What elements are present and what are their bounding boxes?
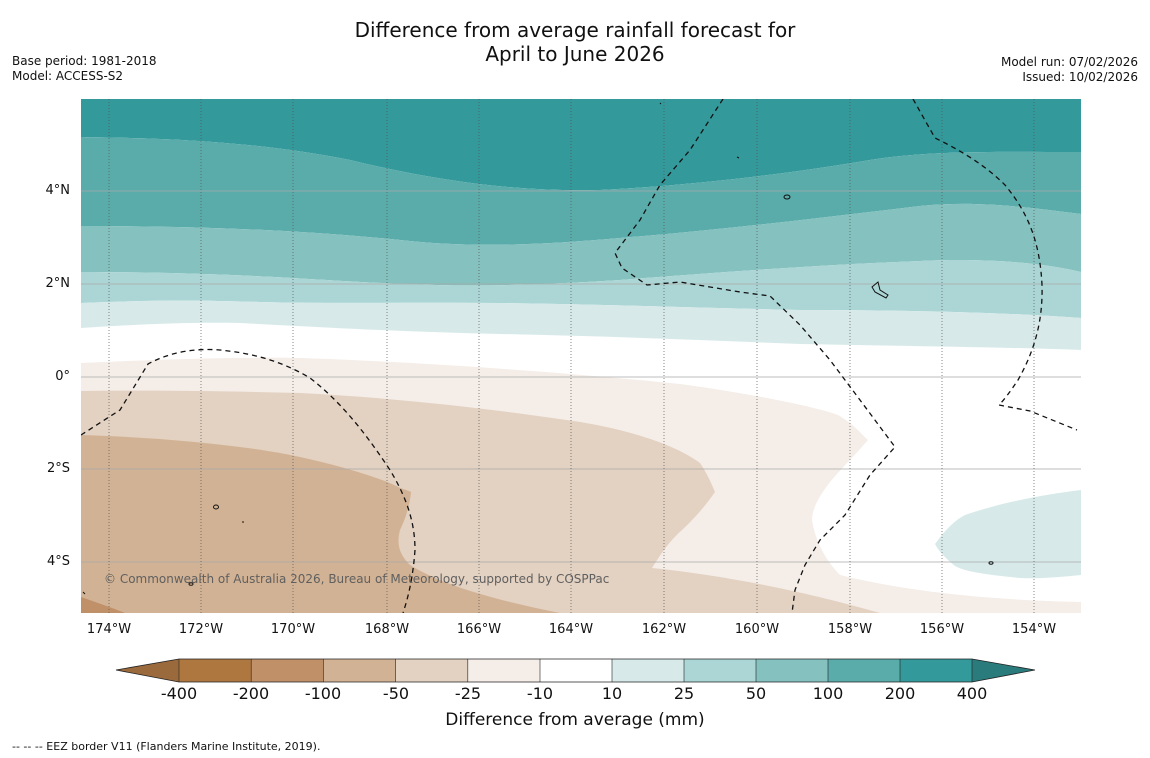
islet-6 [82, 591, 86, 595]
eez-borders [81, 99, 1078, 613]
lat-label-2n: 2°N [45, 276, 71, 291]
colorbar-tick-label: -200 [232, 684, 270, 703]
colorbar-segment [612, 659, 684, 682]
base-period: Base period: 1981-2018 [12, 54, 157, 68]
colorbar-title: Difference from average (mm) [445, 710, 705, 730]
lat-label-4s: 4°S [46, 554, 70, 569]
colorbar-tick-label: 50 [745, 684, 767, 703]
islet-1 [659, 102, 662, 105]
meta-right: Model run: 07/02/2026 Issued: 10/02/2026 [1001, 55, 1138, 85]
eez-footnote: -- -- -- EEZ border V11 (Flanders Marine… [12, 740, 321, 753]
colorbar-segment [179, 659, 252, 682]
lon-label-160w: 160°W [734, 622, 780, 637]
title-line-1: Difference from average rainfall forecas… [354, 18, 796, 42]
colorbar-segment [395, 659, 468, 682]
colorbar-tick-label: 400 [956, 684, 988, 703]
meta-left: Base period: 1981-2018 Model: ACCESS-S2 [12, 54, 157, 84]
lon-label-174w: 174°W [86, 622, 132, 637]
lon-label-168w: 168°W [364, 622, 410, 637]
colorbar-segment [828, 659, 900, 682]
lon-label-166w: 166°W [456, 622, 502, 637]
island-atoll [871, 281, 889, 299]
colorbar-tick-label: -400 [160, 684, 198, 703]
colorbar-extend-dry [116, 659, 179, 682]
colorbar-segment [323, 659, 396, 682]
colorbar-tick-label: -50 [382, 684, 410, 703]
colorbar-segment [684, 659, 756, 682]
colorbar-tick-label: -100 [304, 684, 342, 703]
chart-title: Difference from average rainfall forecas… [0, 18, 1150, 66]
colorbar-tick-label: 200 [884, 684, 916, 703]
colorbar-segment [756, 659, 828, 682]
lon-label-158w: 158°W [827, 622, 873, 637]
model-run: Model run: 07/02/2026 [1000, 55, 1138, 69]
band-minus100-minus200 [81, 597, 125, 613]
lon-label-172w: 172°W [178, 622, 224, 637]
band-minus50-minus100 [81, 435, 560, 613]
island-southwest [213, 504, 219, 510]
lat-label-2s: 2°S [46, 461, 70, 476]
lon-label-170w: 170°W [270, 622, 316, 637]
band-200-400 [81, 99, 1081, 191]
colorbar-segment [900, 659, 972, 682]
colorbar-tick-label: -10 [526, 684, 554, 703]
colorbar-extend-wet [972, 659, 1035, 682]
colorbar-segment [467, 659, 540, 682]
lon-label-164w: 164°W [548, 622, 594, 637]
eez-border-east [912, 99, 1078, 431]
title-line-2: April to June 2026 [485, 42, 665, 66]
issued-date: Issued: 10/02/2026 [1022, 70, 1138, 84]
lat-label-4n: 4°N [45, 183, 71, 198]
lon-label-156w: 156°W [919, 622, 965, 637]
islet-4 [188, 582, 194, 586]
colorbar-tick-label: 25 [673, 684, 695, 703]
lon-label-162w: 162°W [641, 622, 687, 637]
contour-fields [81, 99, 1081, 613]
colorbar-segment [251, 659, 324, 682]
band-50-100 [81, 203, 1081, 286]
model-name: Model: ACCESS-S2 [12, 69, 124, 83]
band-10-25-north [81, 300, 1081, 350]
lon-label-154w: 154°W [1011, 622, 1057, 637]
colorbar-tick-label: 10 [601, 684, 623, 703]
colorbar-tick-label: -25 [454, 684, 482, 703]
lat-label-0: 0° [55, 369, 70, 384]
islet-2 [736, 156, 740, 159]
band-10-25-southeast [935, 490, 1081, 579]
colorbar-segment [540, 659, 612, 682]
islands [82, 102, 994, 595]
band-25-50 [81, 260, 1081, 318]
islet-5 [988, 561, 994, 565]
colorbar [115, 658, 1036, 683]
copyright-notice: © Commonwealth of Australia 2026, Bureau… [104, 572, 610, 586]
island-north [783, 194, 791, 200]
colorbar-tick-label: 100 [812, 684, 844, 703]
graticule [81, 99, 1081, 613]
